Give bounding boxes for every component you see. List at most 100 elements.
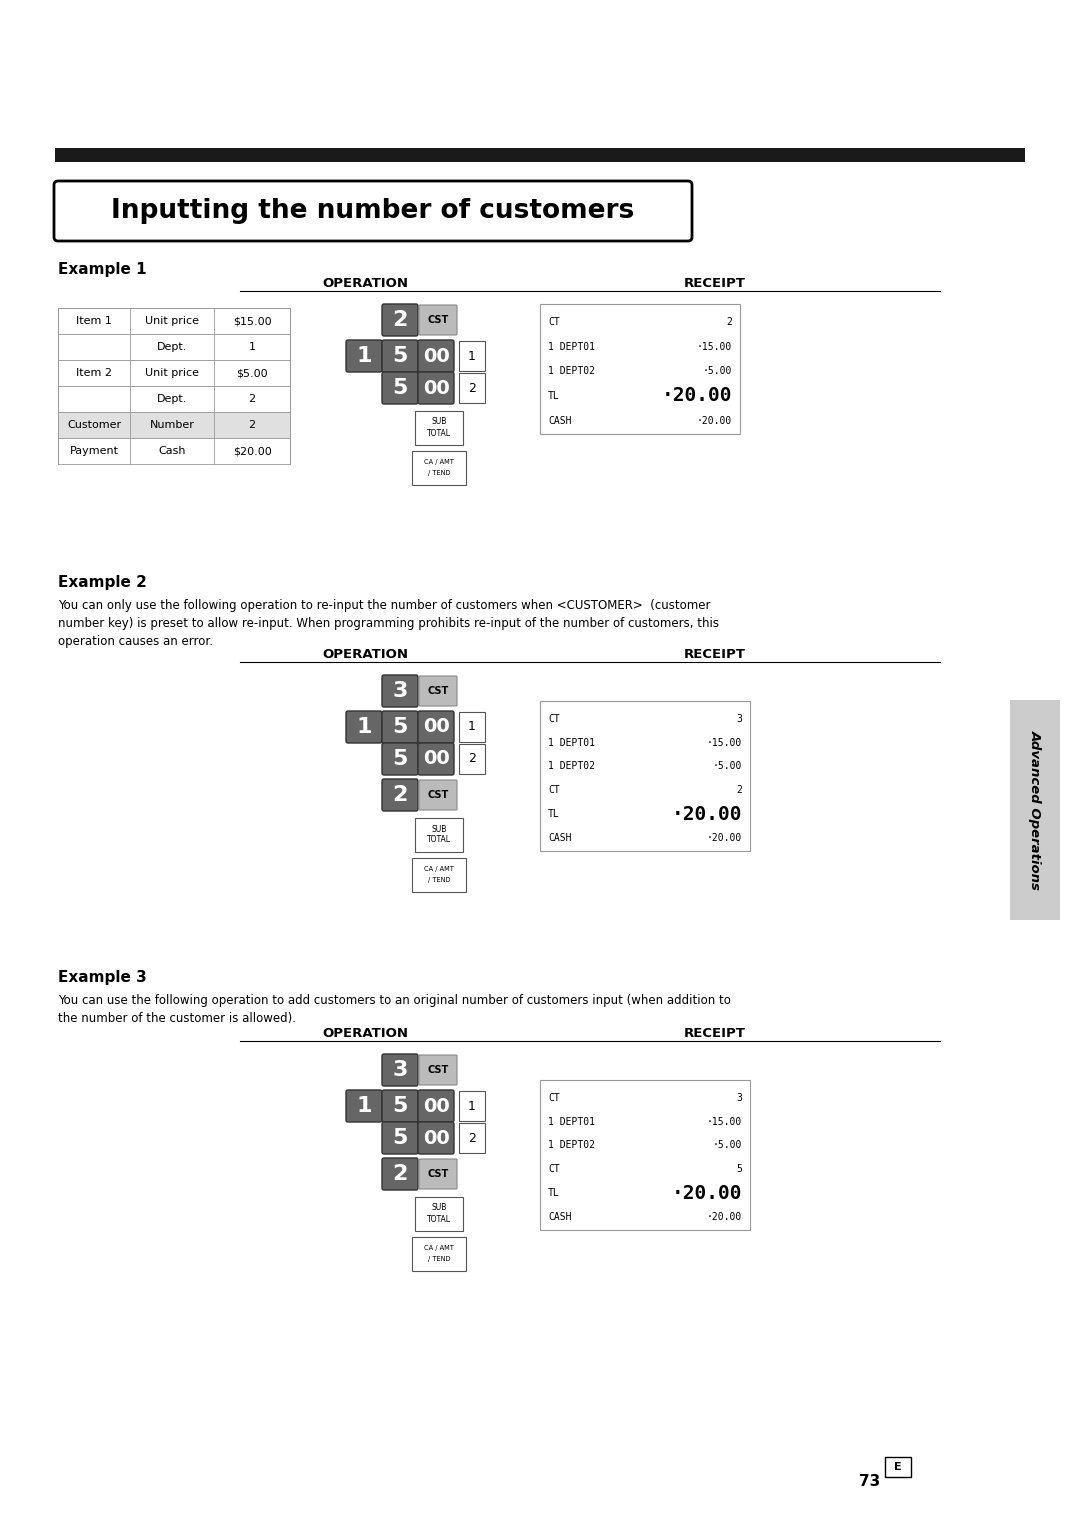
- FancyBboxPatch shape: [382, 373, 418, 405]
- Text: Advanced Operations: Advanced Operations: [1028, 730, 1041, 890]
- Text: Example 1: Example 1: [58, 263, 147, 276]
- FancyBboxPatch shape: [459, 341, 485, 371]
- FancyBboxPatch shape: [382, 1090, 418, 1122]
- Text: CST: CST: [428, 789, 448, 800]
- Text: E: E: [894, 1461, 902, 1472]
- FancyBboxPatch shape: [459, 712, 485, 742]
- Text: ·15.00: ·15.00: [706, 738, 742, 748]
- Text: 1: 1: [468, 721, 476, 733]
- FancyBboxPatch shape: [419, 305, 457, 334]
- Text: ·20.00: ·20.00: [672, 1183, 742, 1203]
- Text: the number of the customer is allowed).: the number of the customer is allowed).: [58, 1012, 296, 1025]
- Text: 5: 5: [392, 718, 407, 738]
- Text: CA / AMT: CA / AMT: [424, 866, 454, 872]
- Text: OPERATION: OPERATION: [322, 647, 408, 661]
- Text: 2: 2: [392, 785, 407, 805]
- Text: SUB: SUB: [431, 825, 447, 834]
- Bar: [58, 308, 291, 334]
- Text: 1 DEPT01: 1 DEPT01: [548, 342, 595, 351]
- Bar: [58, 334, 291, 360]
- FancyBboxPatch shape: [382, 744, 418, 776]
- FancyBboxPatch shape: [418, 1090, 454, 1122]
- Text: CA / AMT: CA / AMT: [424, 1245, 454, 1251]
- FancyBboxPatch shape: [382, 712, 418, 744]
- Text: 1: 1: [356, 718, 372, 738]
- Text: ·20.00: ·20.00: [706, 1212, 742, 1222]
- Bar: [540, 304, 740, 434]
- Text: CT: CT: [548, 1093, 559, 1102]
- Text: 1: 1: [468, 1099, 476, 1113]
- Text: ·15.00: ·15.00: [706, 1116, 742, 1127]
- Bar: [540, 1080, 750, 1231]
- Text: CT: CT: [548, 1164, 559, 1174]
- FancyBboxPatch shape: [411, 1237, 465, 1270]
- Text: ·20.00: ·20.00: [672, 805, 742, 823]
- Text: Dept.: Dept.: [157, 394, 187, 405]
- Text: TOTAL: TOTAL: [427, 429, 451, 438]
- FancyBboxPatch shape: [418, 373, 454, 405]
- Text: Item 2: Item 2: [76, 368, 112, 379]
- Text: Cash: Cash: [159, 446, 186, 457]
- Text: 1: 1: [468, 350, 476, 362]
- Text: 2: 2: [726, 318, 732, 327]
- Text: Unit price: Unit price: [145, 316, 199, 325]
- Bar: [885, 1457, 912, 1477]
- Text: CT: CT: [548, 713, 559, 724]
- Text: 1 DEPT02: 1 DEPT02: [548, 762, 595, 771]
- FancyBboxPatch shape: [418, 744, 454, 776]
- FancyBboxPatch shape: [415, 818, 463, 852]
- Bar: [58, 386, 291, 412]
- Text: 00: 00: [422, 1096, 449, 1116]
- Text: ·20.00: ·20.00: [697, 415, 732, 426]
- Text: CA / AMT: CA / AMT: [424, 460, 454, 466]
- Text: 2: 2: [737, 785, 742, 796]
- Text: 00: 00: [422, 750, 449, 768]
- Text: RECEIPT: RECEIPT: [684, 647, 746, 661]
- Text: TOTAL: TOTAL: [427, 1214, 451, 1223]
- Text: SUB: SUB: [431, 1203, 447, 1212]
- Text: 2: 2: [468, 382, 476, 394]
- Text: CST: CST: [428, 686, 448, 696]
- Text: 2: 2: [248, 394, 256, 405]
- Text: CASH: CASH: [548, 1212, 571, 1222]
- Text: 1 DEPT02: 1 DEPT02: [548, 366, 595, 377]
- FancyBboxPatch shape: [411, 450, 465, 486]
- Text: 5: 5: [737, 1164, 742, 1174]
- FancyBboxPatch shape: [382, 675, 418, 707]
- Text: SUB: SUB: [431, 417, 447, 426]
- Text: $20.00: $20.00: [232, 446, 271, 457]
- FancyBboxPatch shape: [382, 779, 418, 811]
- Text: ·20.00: ·20.00: [706, 832, 742, 843]
- Bar: [58, 412, 291, 438]
- Text: 5: 5: [392, 1096, 407, 1116]
- Bar: [1010, 699, 1059, 919]
- Text: Customer: Customer: [67, 420, 121, 431]
- Text: CST: CST: [428, 315, 448, 325]
- FancyBboxPatch shape: [382, 1054, 418, 1086]
- Text: Unit price: Unit price: [145, 368, 199, 379]
- Text: CT: CT: [548, 318, 559, 327]
- Text: Number: Number: [149, 420, 194, 431]
- FancyBboxPatch shape: [418, 1122, 454, 1154]
- Text: $5.00: $5.00: [237, 368, 268, 379]
- FancyBboxPatch shape: [459, 373, 485, 403]
- Text: RECEIPT: RECEIPT: [684, 276, 746, 290]
- Text: 2: 2: [392, 310, 407, 330]
- Text: CASH: CASH: [548, 415, 571, 426]
- Text: 5: 5: [392, 750, 407, 770]
- Text: 5: 5: [392, 347, 407, 366]
- Text: 1 DEPT01: 1 DEPT01: [548, 738, 595, 748]
- Bar: [58, 360, 291, 386]
- Text: ·20.00: ·20.00: [661, 386, 732, 406]
- Text: Payment: Payment: [69, 446, 119, 457]
- Text: TL: TL: [548, 391, 559, 402]
- FancyBboxPatch shape: [346, 712, 382, 744]
- Text: TOTAL: TOTAL: [427, 835, 451, 844]
- Text: ·5.00: ·5.00: [713, 762, 742, 771]
- Text: TL: TL: [548, 1188, 559, 1199]
- Text: Dept.: Dept.: [157, 342, 187, 353]
- Text: OPERATION: OPERATION: [322, 276, 408, 290]
- Text: 3: 3: [737, 1093, 742, 1102]
- FancyBboxPatch shape: [459, 1122, 485, 1153]
- FancyBboxPatch shape: [382, 1122, 418, 1154]
